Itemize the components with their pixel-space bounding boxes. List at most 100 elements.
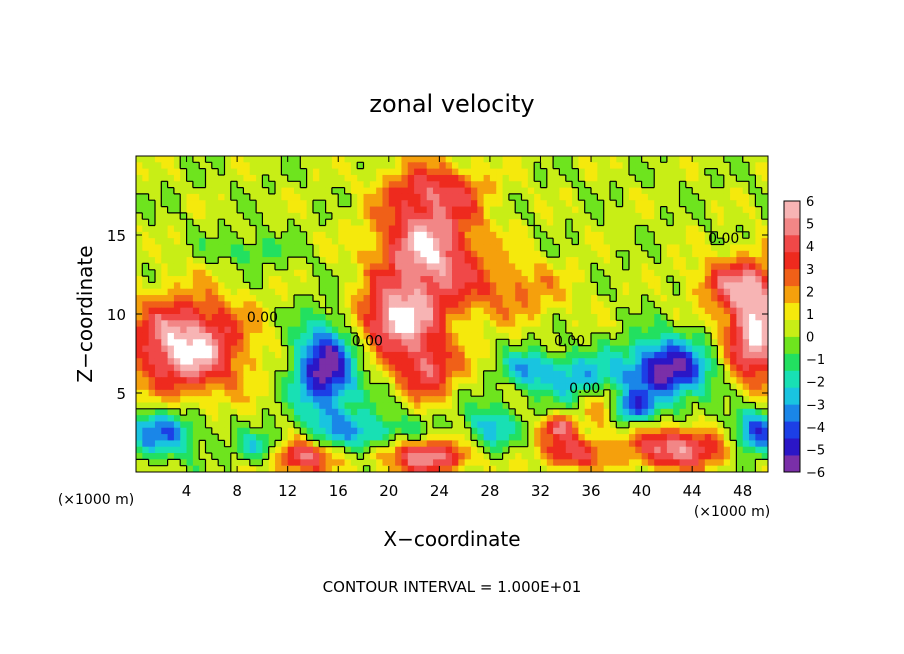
field-cell [749,187,756,195]
field-cell [704,301,712,309]
field-cell [414,206,421,214]
field-cell [262,383,270,391]
field-cell [167,402,175,410]
field-cell [698,459,706,467]
field-cell [521,231,529,239]
field-cell [641,295,649,302]
field-cell [369,156,377,163]
field-cell [363,320,371,328]
field-cell [401,358,409,366]
field-cell [458,351,466,359]
field-cell [401,225,409,233]
field-cell [515,238,523,246]
field-cell [306,465,314,472]
field-cell [414,288,421,296]
field-cell [452,370,459,378]
field-cell [414,301,421,309]
field-cell [395,440,403,448]
field-cell [692,465,700,472]
field-cell [673,364,681,372]
field-cell [635,231,643,239]
field-cell [275,257,282,265]
field-cell [654,212,662,220]
field-cell [192,200,200,208]
field-cell [338,415,346,423]
field-cell [521,219,529,227]
field-cell [325,434,333,441]
field-cell [300,174,308,182]
field-cell [730,377,737,385]
field-cell [616,168,624,176]
field-cell [679,162,687,170]
field-cell [173,174,181,182]
field-cell [452,181,459,189]
field-cell [502,288,510,296]
field-cell [717,427,725,435]
field-cell [546,465,554,472]
field-cell [136,427,143,435]
field-cell [401,282,409,290]
field-cell [180,187,188,195]
field-cell [161,383,169,391]
field-cell [180,156,188,163]
field-cell [325,389,333,397]
field-cell [736,408,744,416]
field-cell [205,193,213,201]
field-cell [142,307,150,315]
field-cell [192,219,200,227]
field-cell [673,351,681,359]
field-cell [749,301,756,309]
field-cell [420,459,428,467]
field-cell [262,282,270,290]
field-cell [420,250,428,258]
field-cell [154,219,162,227]
field-cell [325,453,333,460]
field-cell [534,225,542,233]
field-cell [761,383,768,391]
field-cell [464,231,472,239]
field-cell [256,276,263,283]
field-cell [761,295,768,302]
field-cell [319,168,327,176]
field-cell [312,377,320,385]
field-cell [654,314,662,321]
field-cell [477,389,485,397]
field-cell [641,389,649,397]
field-cell [565,440,573,448]
field-cell [527,345,535,353]
field-cell [723,231,731,239]
field-cell [237,440,245,448]
field-cell [559,320,567,328]
field-cell [635,446,643,454]
field-cell [521,162,529,170]
field-cell [654,396,662,404]
field-cell [148,168,156,176]
field-cell [186,288,194,296]
field-cell [578,250,586,258]
field-cell [489,174,497,182]
field-cell [173,301,181,309]
field-cell [224,332,232,340]
field-cell [591,307,598,315]
field-cell [331,174,339,182]
field-cell [218,326,226,334]
field-cell [616,446,624,454]
field-cell [243,326,251,334]
field-cell [622,389,630,397]
field-cell [660,396,668,404]
field-cell [666,301,674,309]
field-cell [610,231,617,239]
field-cell [331,244,339,252]
field-cell [136,225,143,233]
field-cell [572,389,579,397]
field-cell [534,276,542,283]
field-cell [584,263,592,271]
field-cell [382,295,390,302]
field-cell [591,276,598,283]
field-cell [445,364,453,372]
field-cell [414,377,421,385]
field-cell [136,453,143,460]
field-cell [395,389,403,397]
field-cell [369,332,377,340]
field-cell [458,415,466,423]
